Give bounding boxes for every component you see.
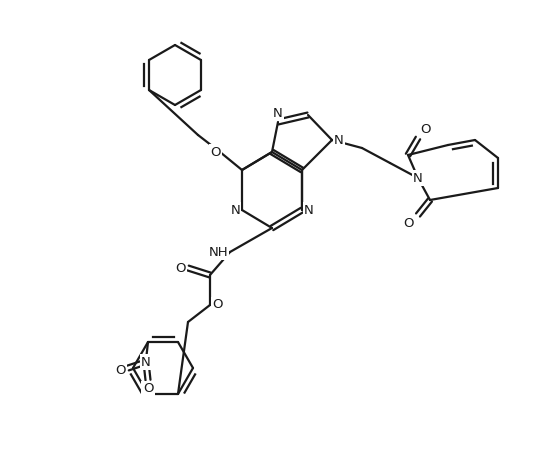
Text: N: N	[334, 133, 344, 146]
Text: O: O	[175, 262, 186, 275]
Text: O: O	[143, 382, 153, 395]
Text: N: N	[273, 107, 283, 120]
Text: N: N	[230, 204, 240, 217]
Text: O: O	[420, 123, 431, 136]
Text: O: O	[404, 217, 414, 230]
Text: O: O	[212, 299, 222, 312]
Text: O: O	[211, 145, 221, 158]
Text: N: N	[141, 356, 151, 369]
Text: N: N	[304, 204, 314, 217]
Text: O: O	[115, 363, 126, 376]
Text: NH: NH	[208, 245, 228, 258]
Text: N: N	[413, 171, 423, 184]
